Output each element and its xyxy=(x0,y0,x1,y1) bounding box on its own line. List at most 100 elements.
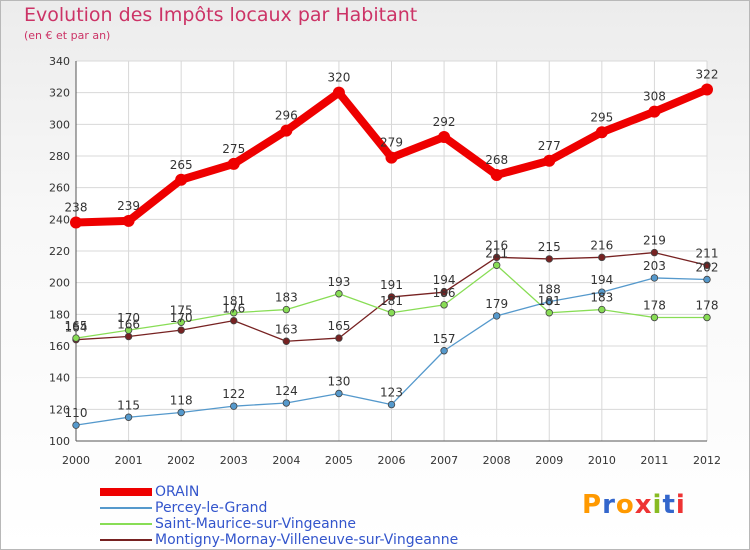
data-point xyxy=(177,326,185,334)
x-tick-label: 2011 xyxy=(640,454,668,467)
x-tick-label: 2001 xyxy=(115,454,143,467)
data-point xyxy=(177,318,185,326)
proxiti-logo: Proxiti xyxy=(582,490,686,520)
data-label: 239 xyxy=(117,199,140,213)
y-tick-label: 120 xyxy=(49,403,70,416)
y-tick-label: 200 xyxy=(49,277,70,290)
data-point xyxy=(650,274,659,282)
data-label: 163 xyxy=(275,322,298,336)
data-label: 238 xyxy=(65,201,88,215)
data-point xyxy=(440,347,448,355)
data-point xyxy=(703,261,711,269)
data-label: 175 xyxy=(170,303,193,317)
data-label: 183 xyxy=(590,291,613,305)
data-point xyxy=(545,309,553,317)
logo-letter: P xyxy=(582,490,603,520)
data-label: 215 xyxy=(538,240,561,254)
data-point xyxy=(648,105,661,118)
data-point xyxy=(545,255,553,263)
data-label: 183 xyxy=(275,291,298,305)
x-tick-label: 2005 xyxy=(325,454,353,467)
x-tick-label: 2000 xyxy=(62,454,90,467)
data-label: 123 xyxy=(380,386,403,400)
data-point xyxy=(598,288,606,296)
data-point xyxy=(387,309,396,317)
data-label: 275 xyxy=(222,142,245,156)
data-label: 176 xyxy=(222,302,245,316)
legend-label: ORAIN xyxy=(155,484,200,500)
data-point xyxy=(492,261,501,269)
logo-letter: i xyxy=(675,490,686,520)
data-label: 203 xyxy=(643,259,666,273)
data-point xyxy=(230,316,238,325)
data-point xyxy=(230,309,238,317)
x-tick-label: 2009 xyxy=(535,454,563,467)
data-point xyxy=(227,157,240,170)
data-point xyxy=(595,126,608,139)
x-tick-label: 2002 xyxy=(167,454,195,467)
y-tick-label: 280 xyxy=(49,150,70,163)
data-point xyxy=(280,124,293,137)
data-label: 216 xyxy=(590,238,613,252)
data-point xyxy=(492,253,501,262)
data-point xyxy=(703,313,711,322)
data-label: 124 xyxy=(275,384,298,398)
data-label: 265 xyxy=(170,158,193,172)
data-point xyxy=(124,413,133,421)
y-tick-label: 220 xyxy=(49,245,70,258)
data-label: 292 xyxy=(433,115,456,129)
x-tick-label: 2010 xyxy=(588,454,616,467)
y-tick-label: 260 xyxy=(49,182,70,195)
logo-letter: r xyxy=(602,490,616,520)
data-point xyxy=(385,151,398,164)
data-label: 191 xyxy=(380,278,403,292)
data-label: 308 xyxy=(643,90,666,104)
x-tick-label: 2004 xyxy=(272,454,300,467)
data-label: 157 xyxy=(433,332,456,346)
data-point xyxy=(440,288,448,296)
data-label: 118 xyxy=(170,394,193,408)
x-tick-label: 2008 xyxy=(483,454,511,467)
data-point xyxy=(387,400,396,409)
data-label: 211 xyxy=(696,246,719,260)
data-label: 164 xyxy=(65,321,88,335)
y-tick-label: 320 xyxy=(49,87,70,100)
data-label: 178 xyxy=(643,299,666,313)
data-point xyxy=(335,389,343,398)
data-point xyxy=(124,326,133,334)
data-label: 194 xyxy=(590,273,613,287)
data-point xyxy=(650,248,659,257)
legend-swatch xyxy=(100,507,152,509)
data-point xyxy=(492,312,501,320)
data-point xyxy=(440,301,448,309)
data-label: 166 xyxy=(117,318,140,332)
data-label: 194 xyxy=(433,273,456,287)
legend-label: Saint-Maurice-sur-Vingeanne xyxy=(155,516,357,532)
chart-subtitle: (en € et par an) xyxy=(24,29,111,42)
data-label: 211 xyxy=(485,246,508,260)
data-point xyxy=(124,332,133,341)
data-point xyxy=(490,169,503,181)
data-label: 130 xyxy=(327,375,350,389)
data-point xyxy=(175,173,188,186)
x-tick-label: 2012 xyxy=(693,454,721,467)
data-point xyxy=(598,305,606,314)
x-tick-label: 2006 xyxy=(378,454,406,467)
y-tick-label: 140 xyxy=(49,372,70,385)
y-tick-label: 240 xyxy=(49,213,70,226)
data-point xyxy=(650,313,659,322)
y-tick-label: 160 xyxy=(49,340,70,353)
data-label: 115 xyxy=(117,398,140,412)
logo-letter: x xyxy=(634,490,653,520)
data-label: 181 xyxy=(538,294,561,308)
data-point xyxy=(335,334,343,342)
data-label: 110 xyxy=(65,406,88,420)
data-label: 320 xyxy=(327,71,350,85)
data-label: 268 xyxy=(485,153,508,167)
data-label: 186 xyxy=(433,286,456,300)
data-point xyxy=(72,421,80,429)
data-label: 178 xyxy=(696,299,719,313)
data-label: 295 xyxy=(590,110,613,124)
data-point xyxy=(545,297,553,306)
legend-swatch xyxy=(100,523,152,525)
